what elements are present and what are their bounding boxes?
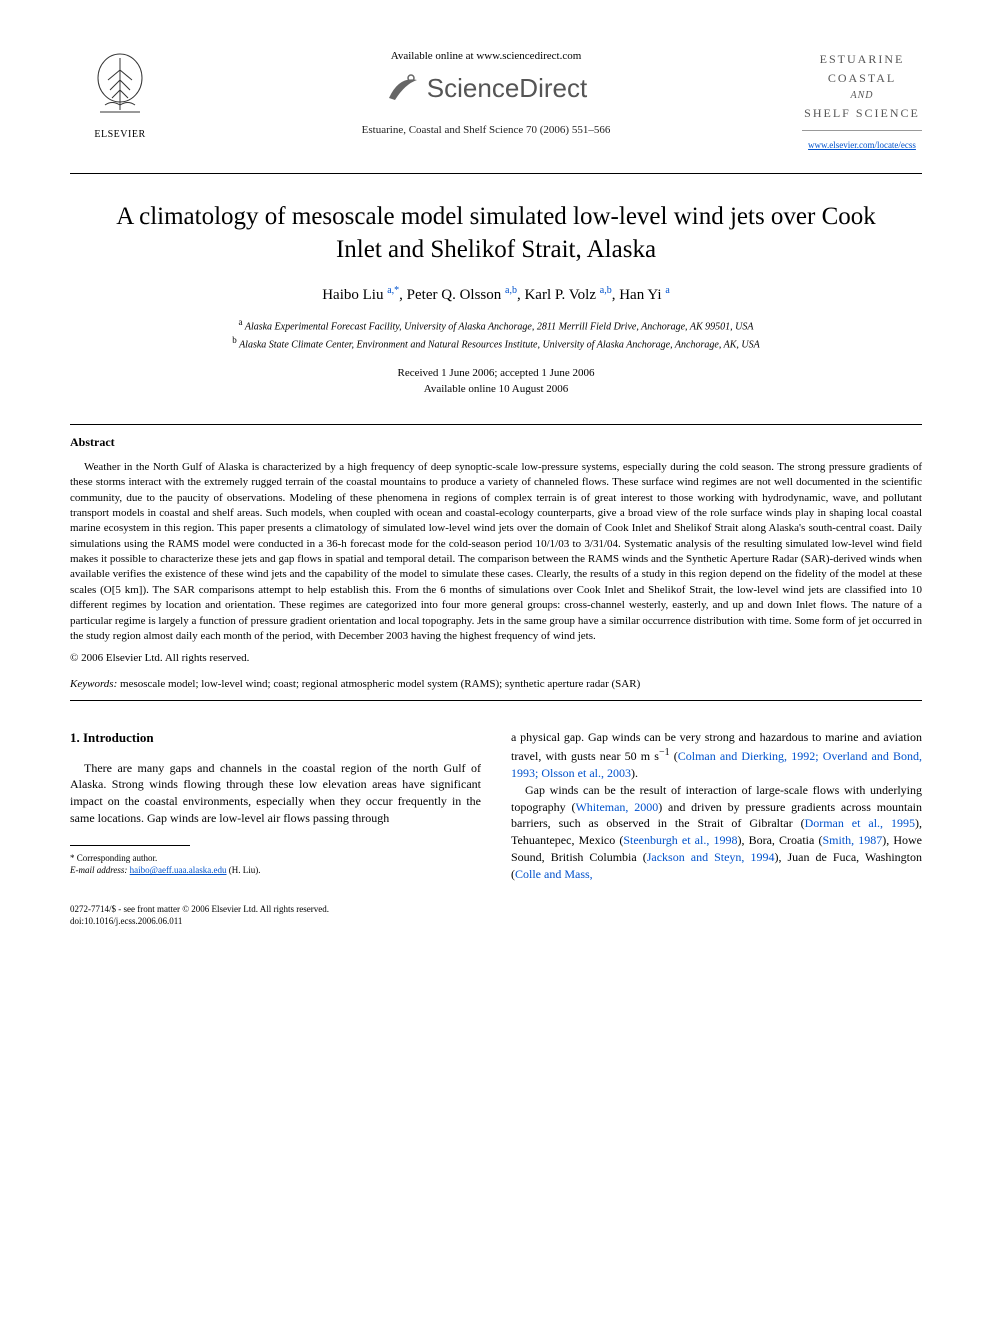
copyright-line: © 2006 Elsevier Ltd. All rights reserved… [70,652,922,664]
col2-para-1: a physical gap. Gap winds can be very st… [511,729,922,781]
header-divider [70,173,922,174]
cover-line-3: SHELF SCIENCE [804,106,920,120]
journal-url-link[interactable]: www.elsevier.com/locate/ecss [808,140,916,150]
author-4: Han Yi a [619,287,670,303]
citation-7[interactable]: Colle and Mass, [515,867,593,881]
sciencedirect-logo: ScienceDirect [190,70,782,106]
affiliations: a Alaska Experimental Forecast Facility,… [70,316,922,353]
footnote-rule [70,845,190,846]
elsevier-logo-block: ELSEVIER [70,50,170,140]
citation-3[interactable]: Dorman et al., 1995 [805,816,915,830]
sciencedirect-text: ScienceDirect [427,73,587,104]
abstract-body: Weather in the North Gulf of Alaska is c… [70,460,922,645]
journal-reference: Estuarine, Coastal and Shelf Science 70 … [190,124,782,136]
affiliation-b: Alaska State Climate Center, Environment… [239,340,760,351]
citation-6[interactable]: Jackson and Steyn, 1994 [647,850,775,864]
cover-rule [802,130,922,131]
cover-title: ESTUARINE COASTAL AND SHELF SCIENCE [802,50,922,124]
citation-2[interactable]: Whiteman, 2000 [575,800,658,814]
email-footnote: E-mail address: haibo@aeff.uaa.alaska.ed… [70,864,481,877]
intro-para-1: There are many gaps and channels in the … [70,760,481,827]
section-1-heading: 1. Introduction [70,729,481,747]
keywords-line: Keywords: mesoscale model; low-level win… [70,678,922,690]
elsevier-label: ELSEVIER [70,129,170,140]
journal-cover-block: ESTUARINE COASTAL AND SHELF SCIENCE www.… [802,50,922,153]
cover-and: AND [802,88,922,104]
aff-b-marker: b [232,335,237,345]
article-dates: Received 1 June 2006; accepted 1 June 20… [70,365,922,398]
author-1: Haibo Liu a,* [322,287,399,303]
received-date: Received 1 June 2006; accepted 1 June 20… [397,367,594,379]
author-3: Karl P. Volz a,b [524,287,611,303]
keywords-bottom-rule [70,700,922,701]
citation-5[interactable]: Smith, 1987 [822,833,882,847]
available-online-text: Available online at www.sciencedirect.co… [190,50,782,62]
keywords-label: Keywords: [70,678,117,690]
authors-line: Haibo Liu a,*, Peter Q. Olsson a,b, Karl… [70,285,922,304]
affiliation-a: Alaska Experimental Forecast Facility, U… [245,321,754,332]
column-right: a physical gap. Gap winds can be very st… [511,729,922,882]
email-label: E-mail address: [70,865,127,875]
keywords-text: mesoscale model; low-level wind; coast; … [120,678,640,690]
article-title: A climatology of mesoscale model simulat… [70,200,922,268]
cover-line-2: COASTAL [828,71,896,85]
cover-line-1: ESTUARINE [820,52,905,66]
sciencedirect-swoosh-icon [385,70,421,106]
available-online-date: Available online 10 August 2006 [424,383,569,395]
author-email-link[interactable]: haibo@aeff.uaa.alaska.edu [130,865,227,875]
email-attribution: (H. Liu). [229,865,261,875]
header-center: Available online at www.sciencedirect.co… [170,50,802,136]
page-footer: 0272-7714/$ - see front matter © 2006 El… [70,903,922,928]
citation-4[interactable]: Steenburgh et al., 1998 [623,833,737,847]
corresponding-author-note: * Corresponding author. [70,852,481,865]
abstract-top-rule [70,424,922,425]
body-columns: 1. Introduction There are many gaps and … [70,729,922,882]
author-2: Peter Q. Olsson a,b [407,287,517,303]
aff-a-marker: a [239,317,243,327]
col2-para-2: Gap winds can be the result of interacti… [511,782,922,883]
issn-line: 0272-7714/$ - see front matter © 2006 El… [70,903,922,916]
doi-line: doi:10.1016/j.ecss.2006.06.011 [70,915,922,928]
elsevier-tree-icon [90,50,150,120]
column-left: 1. Introduction There are many gaps and … [70,729,481,882]
header-row: ELSEVIER Available online at www.science… [70,50,922,153]
abstract-heading: Abstract [70,435,922,450]
